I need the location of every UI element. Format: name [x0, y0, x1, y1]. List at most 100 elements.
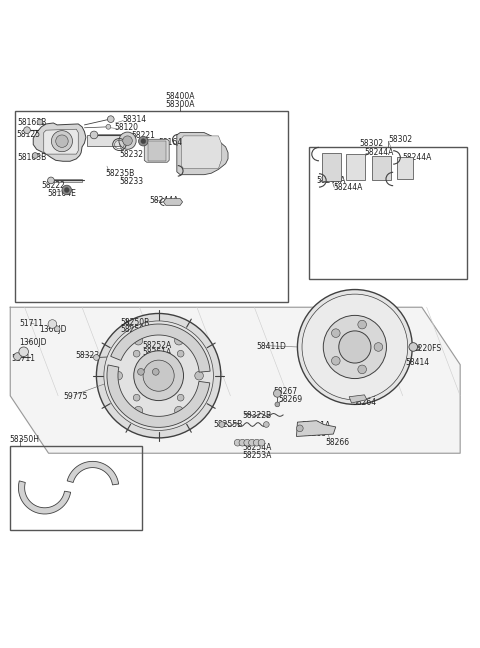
Text: 58163B: 58163B [17, 119, 47, 128]
Circle shape [134, 406, 143, 415]
Polygon shape [346, 154, 365, 180]
Text: 58252A: 58252A [142, 341, 171, 350]
Circle shape [138, 369, 144, 375]
Circle shape [332, 329, 340, 338]
Text: 58323: 58323 [75, 351, 99, 360]
Polygon shape [297, 421, 336, 437]
Text: 58244A: 58244A [403, 153, 432, 162]
Circle shape [358, 320, 366, 329]
Circle shape [339, 331, 371, 363]
Text: 1360JD: 1360JD [39, 325, 67, 334]
Polygon shape [372, 156, 391, 180]
Circle shape [275, 402, 280, 407]
Polygon shape [148, 141, 166, 161]
Circle shape [48, 177, 54, 184]
Bar [310, 147, 468, 279]
Text: 58120: 58120 [115, 123, 139, 132]
Polygon shape [349, 395, 367, 403]
Text: 58311A: 58311A [301, 421, 331, 430]
Circle shape [264, 422, 269, 428]
Circle shape [32, 153, 38, 158]
Text: 58268: 58268 [302, 428, 326, 437]
Text: 58254A: 58254A [242, 443, 272, 452]
Text: 58266: 58266 [325, 437, 349, 446]
Text: 58235B: 58235B [105, 168, 134, 178]
Polygon shape [144, 139, 169, 162]
Text: 58244A: 58244A [364, 148, 394, 157]
Bar [141, 368, 156, 376]
Circle shape [298, 290, 412, 404]
Text: 58233: 58233 [120, 178, 144, 187]
Bar [98, 133, 125, 136]
Text: 58411D: 58411D [257, 343, 287, 351]
Circle shape [177, 395, 184, 401]
Circle shape [24, 127, 30, 133]
Text: 58400A: 58400A [166, 92, 195, 101]
Text: 58322B: 58322B [242, 411, 272, 421]
Circle shape [133, 351, 140, 357]
Circle shape [106, 124, 111, 129]
Text: 58163B: 58163B [17, 153, 47, 162]
Circle shape [48, 319, 57, 329]
Polygon shape [177, 133, 228, 175]
Polygon shape [44, 129, 78, 154]
Text: 58269: 58269 [278, 395, 302, 404]
Text: 1360JD: 1360JD [19, 338, 47, 347]
Bar [10, 446, 142, 530]
Circle shape [143, 360, 174, 391]
Circle shape [332, 356, 340, 365]
Circle shape [274, 389, 281, 397]
Polygon shape [397, 157, 413, 179]
Text: 59775: 59775 [63, 392, 87, 401]
Circle shape [37, 119, 43, 125]
Circle shape [139, 136, 148, 146]
Circle shape [239, 439, 246, 446]
Circle shape [123, 136, 132, 146]
Polygon shape [181, 136, 222, 168]
Text: 51711: 51711 [11, 354, 35, 363]
Polygon shape [107, 365, 210, 427]
Bar [15, 111, 288, 303]
Text: 58264: 58264 [352, 397, 377, 406]
Text: 58125: 58125 [16, 130, 40, 139]
Text: 58244A: 58244A [149, 196, 179, 205]
Polygon shape [163, 198, 182, 205]
Circle shape [62, 185, 72, 195]
Text: 58164E: 58164E [158, 137, 188, 146]
Polygon shape [67, 461, 119, 485]
Text: 58350H: 58350H [9, 435, 39, 445]
Circle shape [253, 439, 260, 446]
Circle shape [374, 343, 383, 351]
Circle shape [94, 354, 99, 360]
Circle shape [195, 371, 204, 380]
Polygon shape [10, 307, 460, 453]
Text: 58244A: 58244A [317, 176, 346, 185]
Circle shape [244, 439, 251, 446]
Text: 58164E: 58164E [48, 189, 76, 198]
Text: 58255B: 58255B [214, 420, 243, 429]
Text: 58250D: 58250D [120, 325, 150, 334]
Text: 58222: 58222 [41, 181, 65, 190]
Circle shape [51, 131, 72, 152]
Text: 58251A: 58251A [142, 348, 171, 357]
Text: 58253A: 58253A [242, 450, 272, 459]
Circle shape [323, 316, 386, 378]
Text: 58302: 58302 [360, 139, 384, 148]
Bar [54, 179, 82, 182]
Text: 58414: 58414 [405, 358, 429, 367]
Text: 58265: 58265 [352, 390, 377, 399]
Circle shape [108, 116, 114, 122]
Circle shape [175, 406, 183, 415]
Bar [87, 135, 123, 146]
Polygon shape [323, 153, 341, 181]
Circle shape [219, 422, 225, 428]
Text: 58244A: 58244A [333, 183, 363, 192]
Polygon shape [33, 123, 86, 161]
Text: 58300A: 58300A [166, 100, 195, 110]
Text: 58250R: 58250R [120, 318, 150, 327]
Polygon shape [111, 324, 210, 372]
Circle shape [114, 371, 122, 380]
Circle shape [249, 439, 255, 446]
Circle shape [134, 351, 183, 400]
Text: 58314: 58314 [123, 115, 147, 124]
